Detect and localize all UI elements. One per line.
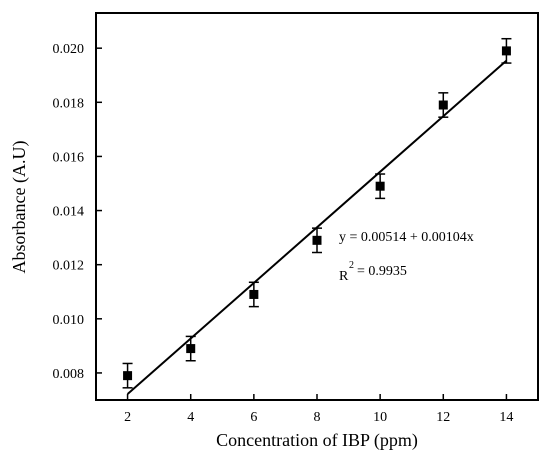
data-point: [438, 100, 448, 110]
data-point: [375, 181, 385, 191]
x-tick-label: 12: [436, 410, 450, 425]
data-point: [249, 289, 259, 299]
x-tick-label: 10: [373, 410, 387, 425]
r-squared-superscript: 2: [349, 260, 354, 271]
y-tick-label: 0.008: [53, 367, 85, 382]
y-tick-label: 0.020: [53, 42, 85, 57]
data-point: [312, 235, 322, 245]
regression-equation: y = 0.00514 + 0.00104x: [339, 230, 474, 245]
r-squared-label: R: [339, 269, 349, 284]
x-axis-ticks: 2 4 6 8 10 12 14: [124, 394, 513, 425]
plot-frame: [95, 12, 539, 401]
regression-line: [126, 59, 508, 395]
x-tick-label: 4: [187, 410, 194, 425]
x-tick-label: 14: [499, 410, 513, 425]
y-tick-label: 0.014: [53, 205, 85, 220]
r-squared-value: = 0.9935: [357, 264, 407, 279]
y-tick-label: 0.010: [53, 313, 85, 328]
y-axis-title: Absorbance (A.U): [9, 141, 30, 274]
data-point: [186, 344, 196, 354]
y-tick-label: 0.018: [53, 96, 85, 111]
data-point: [123, 371, 133, 381]
y-axis-ticks: 0.008 0.010 0.012 0.014 0.016 0.018 0.020: [53, 42, 102, 382]
x-tick-label: 8: [314, 410, 321, 425]
x-axis-title: Concentration of IBP (ppm): [216, 430, 418, 451]
y-tick-label: 0.016: [53, 150, 85, 165]
x-tick-label: 2: [124, 410, 131, 425]
x-tick-label: 6: [250, 410, 257, 425]
y-tick-label: 0.012: [53, 259, 85, 274]
data-points: [122, 37, 512, 389]
data-point: [501, 46, 511, 56]
